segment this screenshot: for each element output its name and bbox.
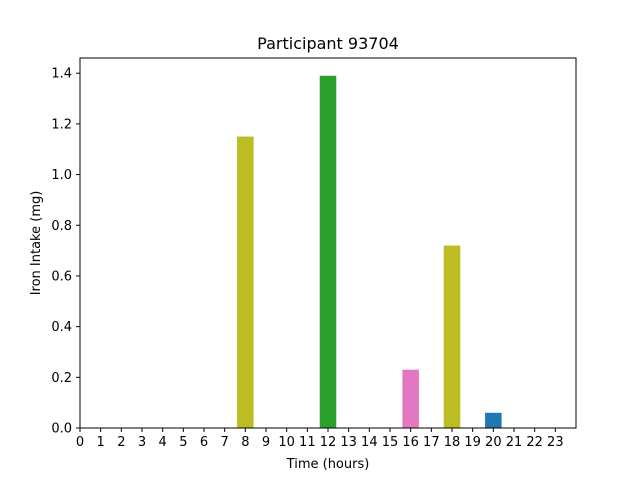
x-tick-label: 7 — [221, 435, 229, 450]
x-tick-label: 23 — [547, 435, 564, 450]
y-tick-label: 1.0 — [51, 168, 72, 183]
x-tick-label: 4 — [159, 435, 167, 450]
x-tick-label: 5 — [179, 435, 187, 450]
x-tick-label: 13 — [340, 435, 357, 450]
x-tick-label: 15 — [382, 435, 399, 450]
y-tick-label: 0.2 — [51, 371, 72, 386]
y-axis-label: Iron Intake (mg) — [29, 191, 44, 296]
plot-frame — [79, 57, 577, 429]
x-axis-label: Time (hours) — [286, 457, 370, 472]
chart-title: Participant 93704 — [257, 34, 399, 53]
x-tick-label: 8 — [241, 435, 249, 450]
bar-hour-8 — [237, 136, 254, 428]
x-tick-label: 1 — [97, 435, 105, 450]
x-tick-label: 6 — [200, 435, 208, 450]
x-tick-label: 0 — [76, 435, 84, 450]
x-tick-label: 18 — [444, 435, 461, 450]
x-tick-label: 12 — [320, 435, 337, 450]
y-axis-ticks: 0.0 0.2 0.4 0.6 0.8 1.0 1.2 1.4 — [51, 67, 80, 437]
bar-hour-16 — [402, 369, 419, 428]
x-tick-label: 20 — [485, 435, 502, 450]
x-tick-label: 2 — [117, 435, 125, 450]
y-tick-label: 1.2 — [51, 117, 72, 132]
bar-hour-18 — [443, 245, 461, 428]
x-tick-label: 16 — [402, 435, 419, 450]
x-tick-label: 11 — [299, 435, 316, 450]
x-tick-label: 10 — [278, 435, 295, 450]
x-tick-label: 3 — [138, 435, 146, 450]
y-tick-label: 1.4 — [51, 67, 72, 82]
x-tick-label: 19 — [464, 435, 481, 450]
bar-hour-12 — [319, 75, 337, 429]
y-tick-label: 0.0 — [51, 422, 72, 437]
x-tick-label: 22 — [526, 435, 543, 450]
y-tick-label: 0.6 — [51, 269, 72, 284]
bar-hour-20 — [485, 412, 502, 428]
x-tick-label: 17 — [423, 435, 440, 450]
x-tick-label: 9 — [262, 435, 270, 450]
bars-group — [237, 75, 502, 429]
x-tick-label: 21 — [506, 435, 523, 450]
y-tick-label: 0.8 — [51, 219, 72, 234]
y-tick-label: 0.4 — [51, 320, 72, 335]
x-axis-ticks: 0 1 2 3 4 5 6 7 8 9 10 11 12 13 14 15 16 17 18 19 20 21 22 23 — [76, 428, 564, 450]
x-tick-label: 14 — [361, 435, 378, 450]
